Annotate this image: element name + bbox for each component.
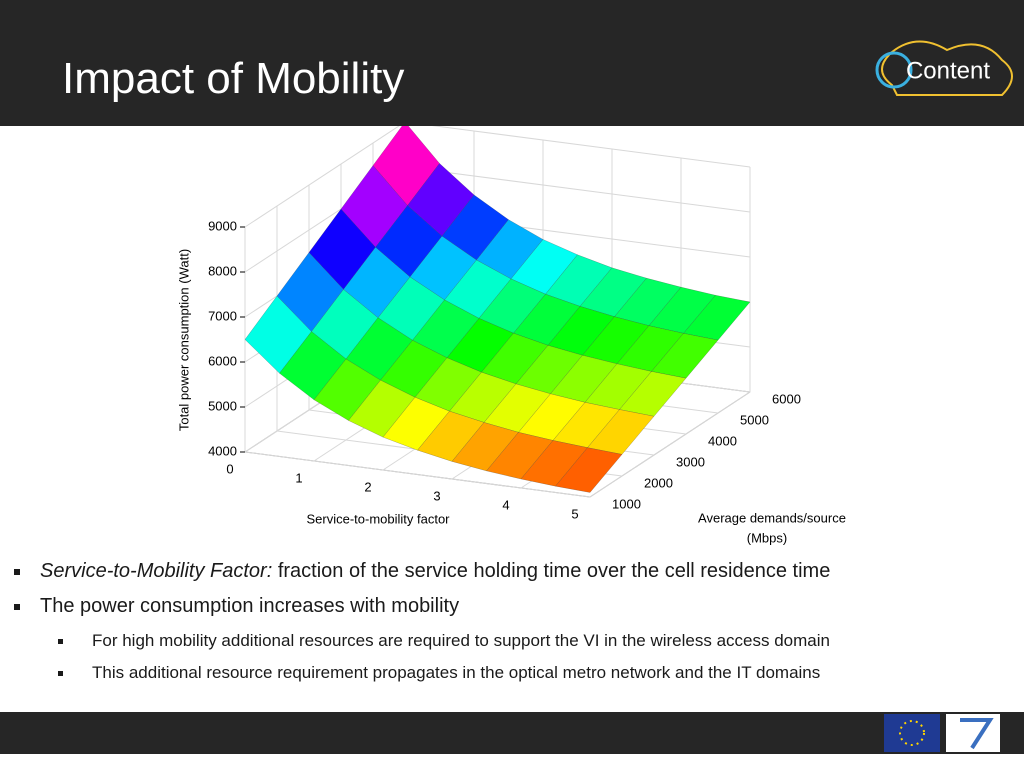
z-tick-label: 7000 [208,308,237,323]
logo: Content [875,40,1013,96]
z-tick-label: 8000 [208,263,237,278]
grid-line [431,126,751,168]
x-axis-label: Service-to-mobility factor [306,511,450,526]
bullet: The power consumption increases with mob… [40,595,460,617]
surface-cell [555,447,623,493]
sub-bullet: This additional resource requirement pro… [92,663,821,682]
x-tick-label: 5 [571,506,578,521]
y-tick-label: 6000 [772,391,801,406]
bullet-marker [58,671,63,676]
y-tick-label: 2000 [644,475,673,490]
y-axis-label: (Mbps) [747,530,787,545]
footer-logos [884,714,1000,752]
bullet-lead: Service-to-Mobility Factor: [40,560,273,582]
eu-flag [884,714,940,752]
x-tick-label: 4 [502,497,509,512]
bullet-text: fraction of the service holding time ove… [277,560,831,582]
bullet-marker [14,604,20,610]
fp7-mark [960,718,994,750]
x-tick-label: 0 [226,461,233,476]
z-axis-label: Total power consumption (Watt) [176,249,191,431]
y-tick-label: 5000 [740,412,769,427]
bullet-marker [58,639,63,644]
sub-bullet: For high mobility additional resources a… [92,631,830,650]
y-tick-label: 1000 [612,496,641,511]
grid-line [404,166,751,213]
y-axis-label: Average demands/source [698,510,846,525]
y-tick-label: 4000 [708,433,737,448]
footer [0,712,1024,754]
bullet-marker [14,569,20,575]
z-tick-label: 5000 [208,398,237,413]
logo-text: Content [906,57,990,84]
grid-line [244,126,400,228]
x-tick-label: 3 [433,488,440,503]
z-tick-label: 6000 [208,353,237,368]
bullet: Service-to-Mobility Factor: fraction of … [40,560,830,583]
grid-line [244,451,591,498]
eu-stars [899,720,925,746]
surface-chart: 4000500060007000800090000123451000200030… [176,126,846,545]
grid-line [589,391,751,498]
slide-title: Impact of Mobility [62,54,405,103]
x-tick-label: 2 [364,479,371,494]
y-tick-label: 3000 [676,454,705,469]
z-tick-label: 4000 [208,443,237,458]
z-tick-label: 9000 [208,218,237,233]
x-tick-label: 1 [295,470,302,485]
header: Impact of Mobility Content [0,0,1024,126]
